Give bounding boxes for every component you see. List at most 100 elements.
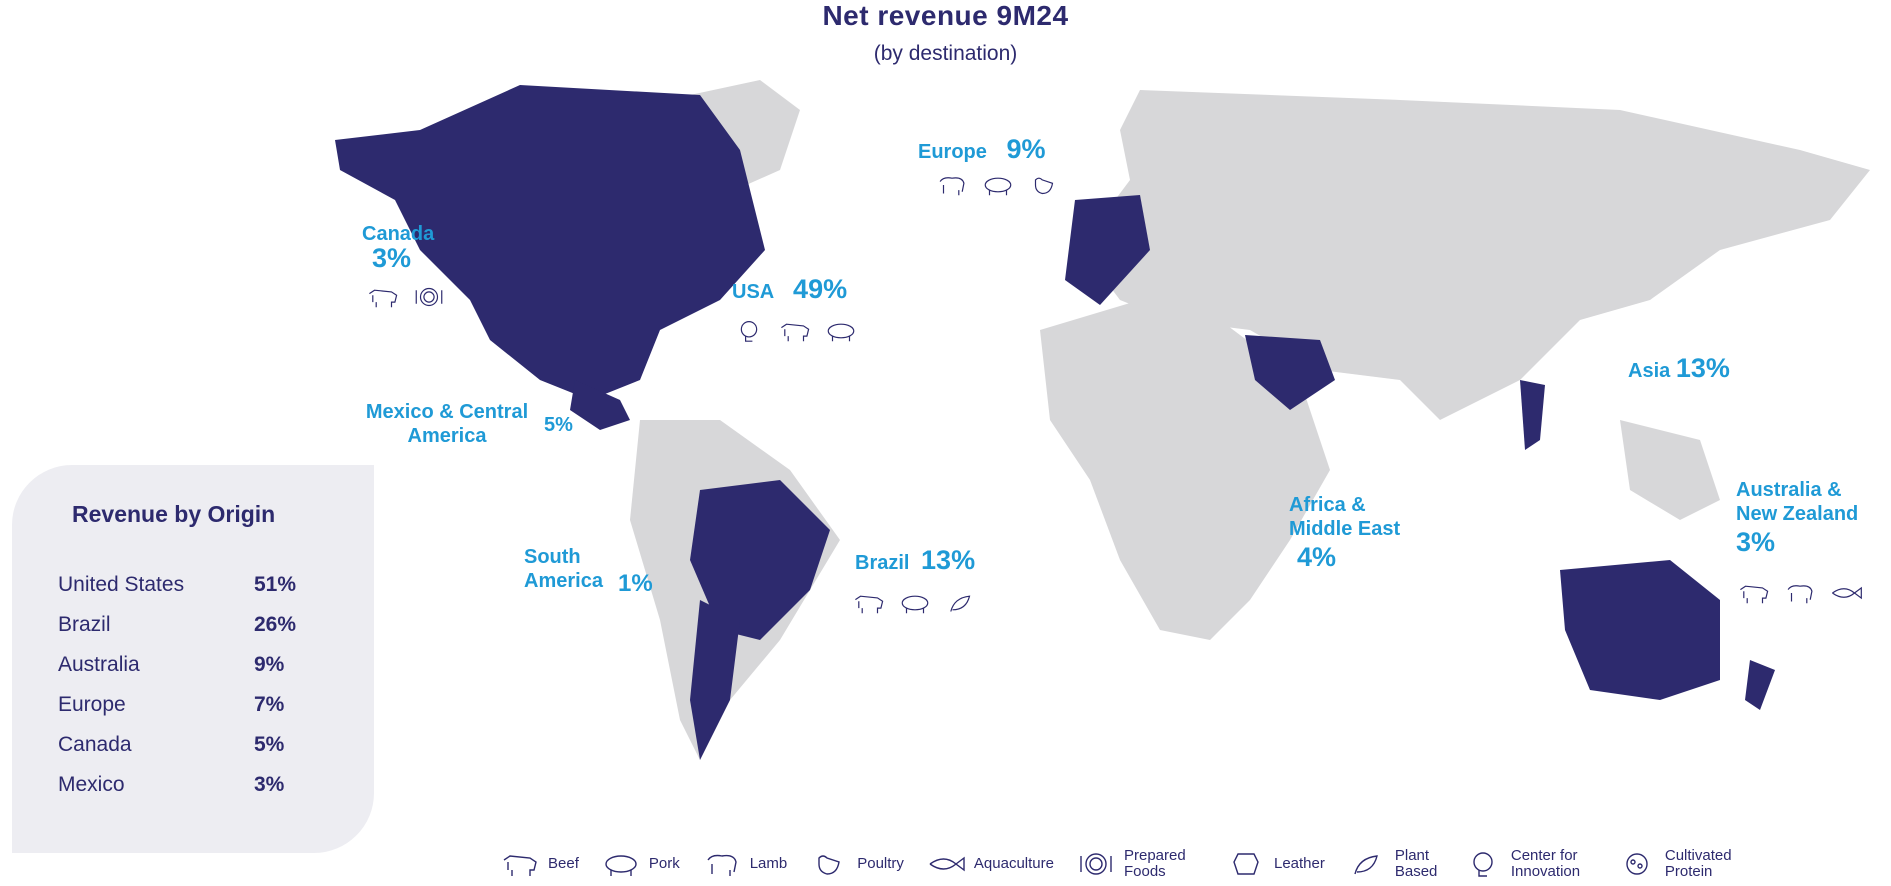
region-pct: 4% bbox=[1297, 542, 1337, 572]
region-pct: 3% bbox=[372, 243, 412, 273]
origin-label: Brazil bbox=[58, 613, 111, 636]
legend-label: Center for Innovation bbox=[1510, 847, 1581, 880]
origin-row: Brazil 26% bbox=[58, 613, 318, 637]
origin-label: Europe bbox=[58, 693, 126, 716]
canada-icons bbox=[366, 284, 446, 310]
region-south-america-pct: 1% bbox=[618, 570, 653, 597]
europe-icons bbox=[935, 172, 1061, 198]
brazil-icons bbox=[852, 590, 978, 616]
region-australia: Australia & New Zealand 3% bbox=[1736, 478, 1886, 557]
aquaculture-icon bbox=[1829, 580, 1863, 606]
region-name: USA bbox=[732, 281, 774, 303]
origin-label: United States bbox=[58, 573, 185, 596]
region-name: Asia bbox=[1628, 360, 1671, 382]
legend-label: Leather bbox=[1273, 855, 1325, 872]
legend: Beef Pork Lamb Poultry Aquaculture Prepa… bbox=[500, 842, 1743, 886]
new-zealand-shape bbox=[1745, 660, 1775, 710]
region-name: Brazil bbox=[855, 552, 910, 574]
legend-label: Plant Based bbox=[1394, 847, 1438, 880]
origin-row: Europe 7% bbox=[58, 693, 318, 717]
poultry-icon bbox=[809, 850, 849, 878]
saudi-arabia-shape bbox=[1245, 335, 1335, 410]
origin-label: Mexico bbox=[58, 773, 125, 796]
beef-icon bbox=[366, 284, 400, 310]
region-south-america: South America bbox=[524, 545, 614, 593]
beef-icon bbox=[852, 590, 886, 616]
origin-label: Australia bbox=[58, 653, 140, 676]
north-america-shape bbox=[335, 85, 765, 400]
origin-row: Canada 5% bbox=[58, 733, 318, 757]
plant-based-icon bbox=[944, 590, 978, 616]
eurasia-shape bbox=[1090, 90, 1870, 420]
region-pct: 3% bbox=[1736, 527, 1776, 557]
cultivated-protein-icon bbox=[1617, 850, 1657, 878]
legend-label: Lamb bbox=[749, 855, 788, 872]
revenue-by-origin-panel: Revenue by Origin United States 51% Brazi… bbox=[12, 465, 374, 853]
origin-value: 9% bbox=[254, 653, 285, 676]
legend-label: Cultivated Protein bbox=[1664, 847, 1732, 880]
region-mexico: Mexico & Central America bbox=[352, 400, 542, 448]
center-for-innovation-icon bbox=[1463, 850, 1503, 878]
origin-value: 51% bbox=[254, 573, 297, 596]
region-asia: Asia 13% bbox=[1628, 355, 1730, 383]
page-subtitle: (by destination) bbox=[873, 42, 1018, 65]
region-europe: Europe 9% bbox=[918, 134, 1046, 164]
legend-item-prepared-foods: Prepared Foods bbox=[1076, 848, 1204, 880]
prepared-foods-icon bbox=[412, 284, 446, 310]
region-name: South America bbox=[524, 546, 603, 592]
vietnam-shape bbox=[1520, 380, 1545, 450]
beef-icon bbox=[1737, 580, 1771, 606]
argentina-shape bbox=[690, 600, 740, 760]
page-title: Net revenue 9M24 bbox=[822, 0, 1069, 31]
region-pct: 49% bbox=[793, 274, 848, 304]
legend-label: Beef bbox=[548, 855, 579, 872]
usa-icons bbox=[732, 318, 858, 344]
region-name: Africa & Middle East bbox=[1289, 494, 1401, 540]
legend-item-aquaculture: Aquaculture bbox=[926, 850, 1054, 878]
lamb-icon bbox=[702, 850, 742, 878]
origin-value: 5% bbox=[254, 733, 285, 756]
beef-icon bbox=[778, 318, 812, 344]
origin-row: Australia 9% bbox=[58, 653, 318, 677]
australia-shape bbox=[1560, 560, 1720, 700]
region-name: Mexico & Central America bbox=[365, 401, 529, 447]
lamb-icon bbox=[1783, 580, 1817, 606]
region-mexico-pct: 5% bbox=[544, 414, 573, 436]
pork-icon bbox=[981, 172, 1015, 198]
legend-label: Prepared Foods bbox=[1123, 847, 1186, 880]
central-america-shape bbox=[570, 380, 630, 430]
origin-value: 7% bbox=[254, 693, 285, 716]
pork-icon bbox=[601, 850, 641, 878]
region-brazil: Brazil 13% bbox=[855, 545, 976, 575]
prepared-foods-icon bbox=[1076, 850, 1116, 878]
origin-row: United States 51% bbox=[58, 573, 318, 597]
region-name: Canada bbox=[362, 223, 435, 245]
aquaculture-icon bbox=[926, 850, 966, 878]
highlighted-land bbox=[335, 85, 1775, 760]
region-name: Australia & New Zealand bbox=[1736, 479, 1859, 525]
region-canada: Canada 3% bbox=[362, 222, 435, 273]
origin-row: Mexico 3% bbox=[58, 773, 318, 797]
region-usa: USA 49% bbox=[732, 274, 848, 304]
legend-label: Aquaculture bbox=[973, 855, 1054, 872]
lamb-icon bbox=[935, 172, 969, 198]
origin-label: Canada bbox=[58, 733, 132, 756]
beef-icon bbox=[500, 850, 540, 878]
legend-label: Poultry bbox=[857, 855, 904, 872]
region-pct: 9% bbox=[1006, 134, 1046, 164]
legend-item-pork: Pork bbox=[601, 850, 680, 878]
origin-value: 3% bbox=[254, 773, 285, 796]
southeast-asia-islands-shape bbox=[1620, 420, 1720, 520]
leather-icon bbox=[1226, 850, 1266, 878]
region-pct: 13% bbox=[921, 545, 976, 575]
pork-icon bbox=[824, 318, 858, 344]
region-name: Europe bbox=[918, 141, 987, 163]
poultry-icon bbox=[1027, 172, 1061, 198]
region-africa: Africa & Middle East 4% bbox=[1289, 493, 1429, 572]
africa-shape bbox=[1040, 300, 1330, 640]
legend-item-center-for-innovation: Center for Innovation bbox=[1463, 848, 1595, 880]
legend-item-beef: Beef bbox=[500, 850, 579, 878]
origin-title: Revenue by Origin bbox=[72, 501, 276, 527]
origin-value: 26% bbox=[254, 613, 297, 636]
